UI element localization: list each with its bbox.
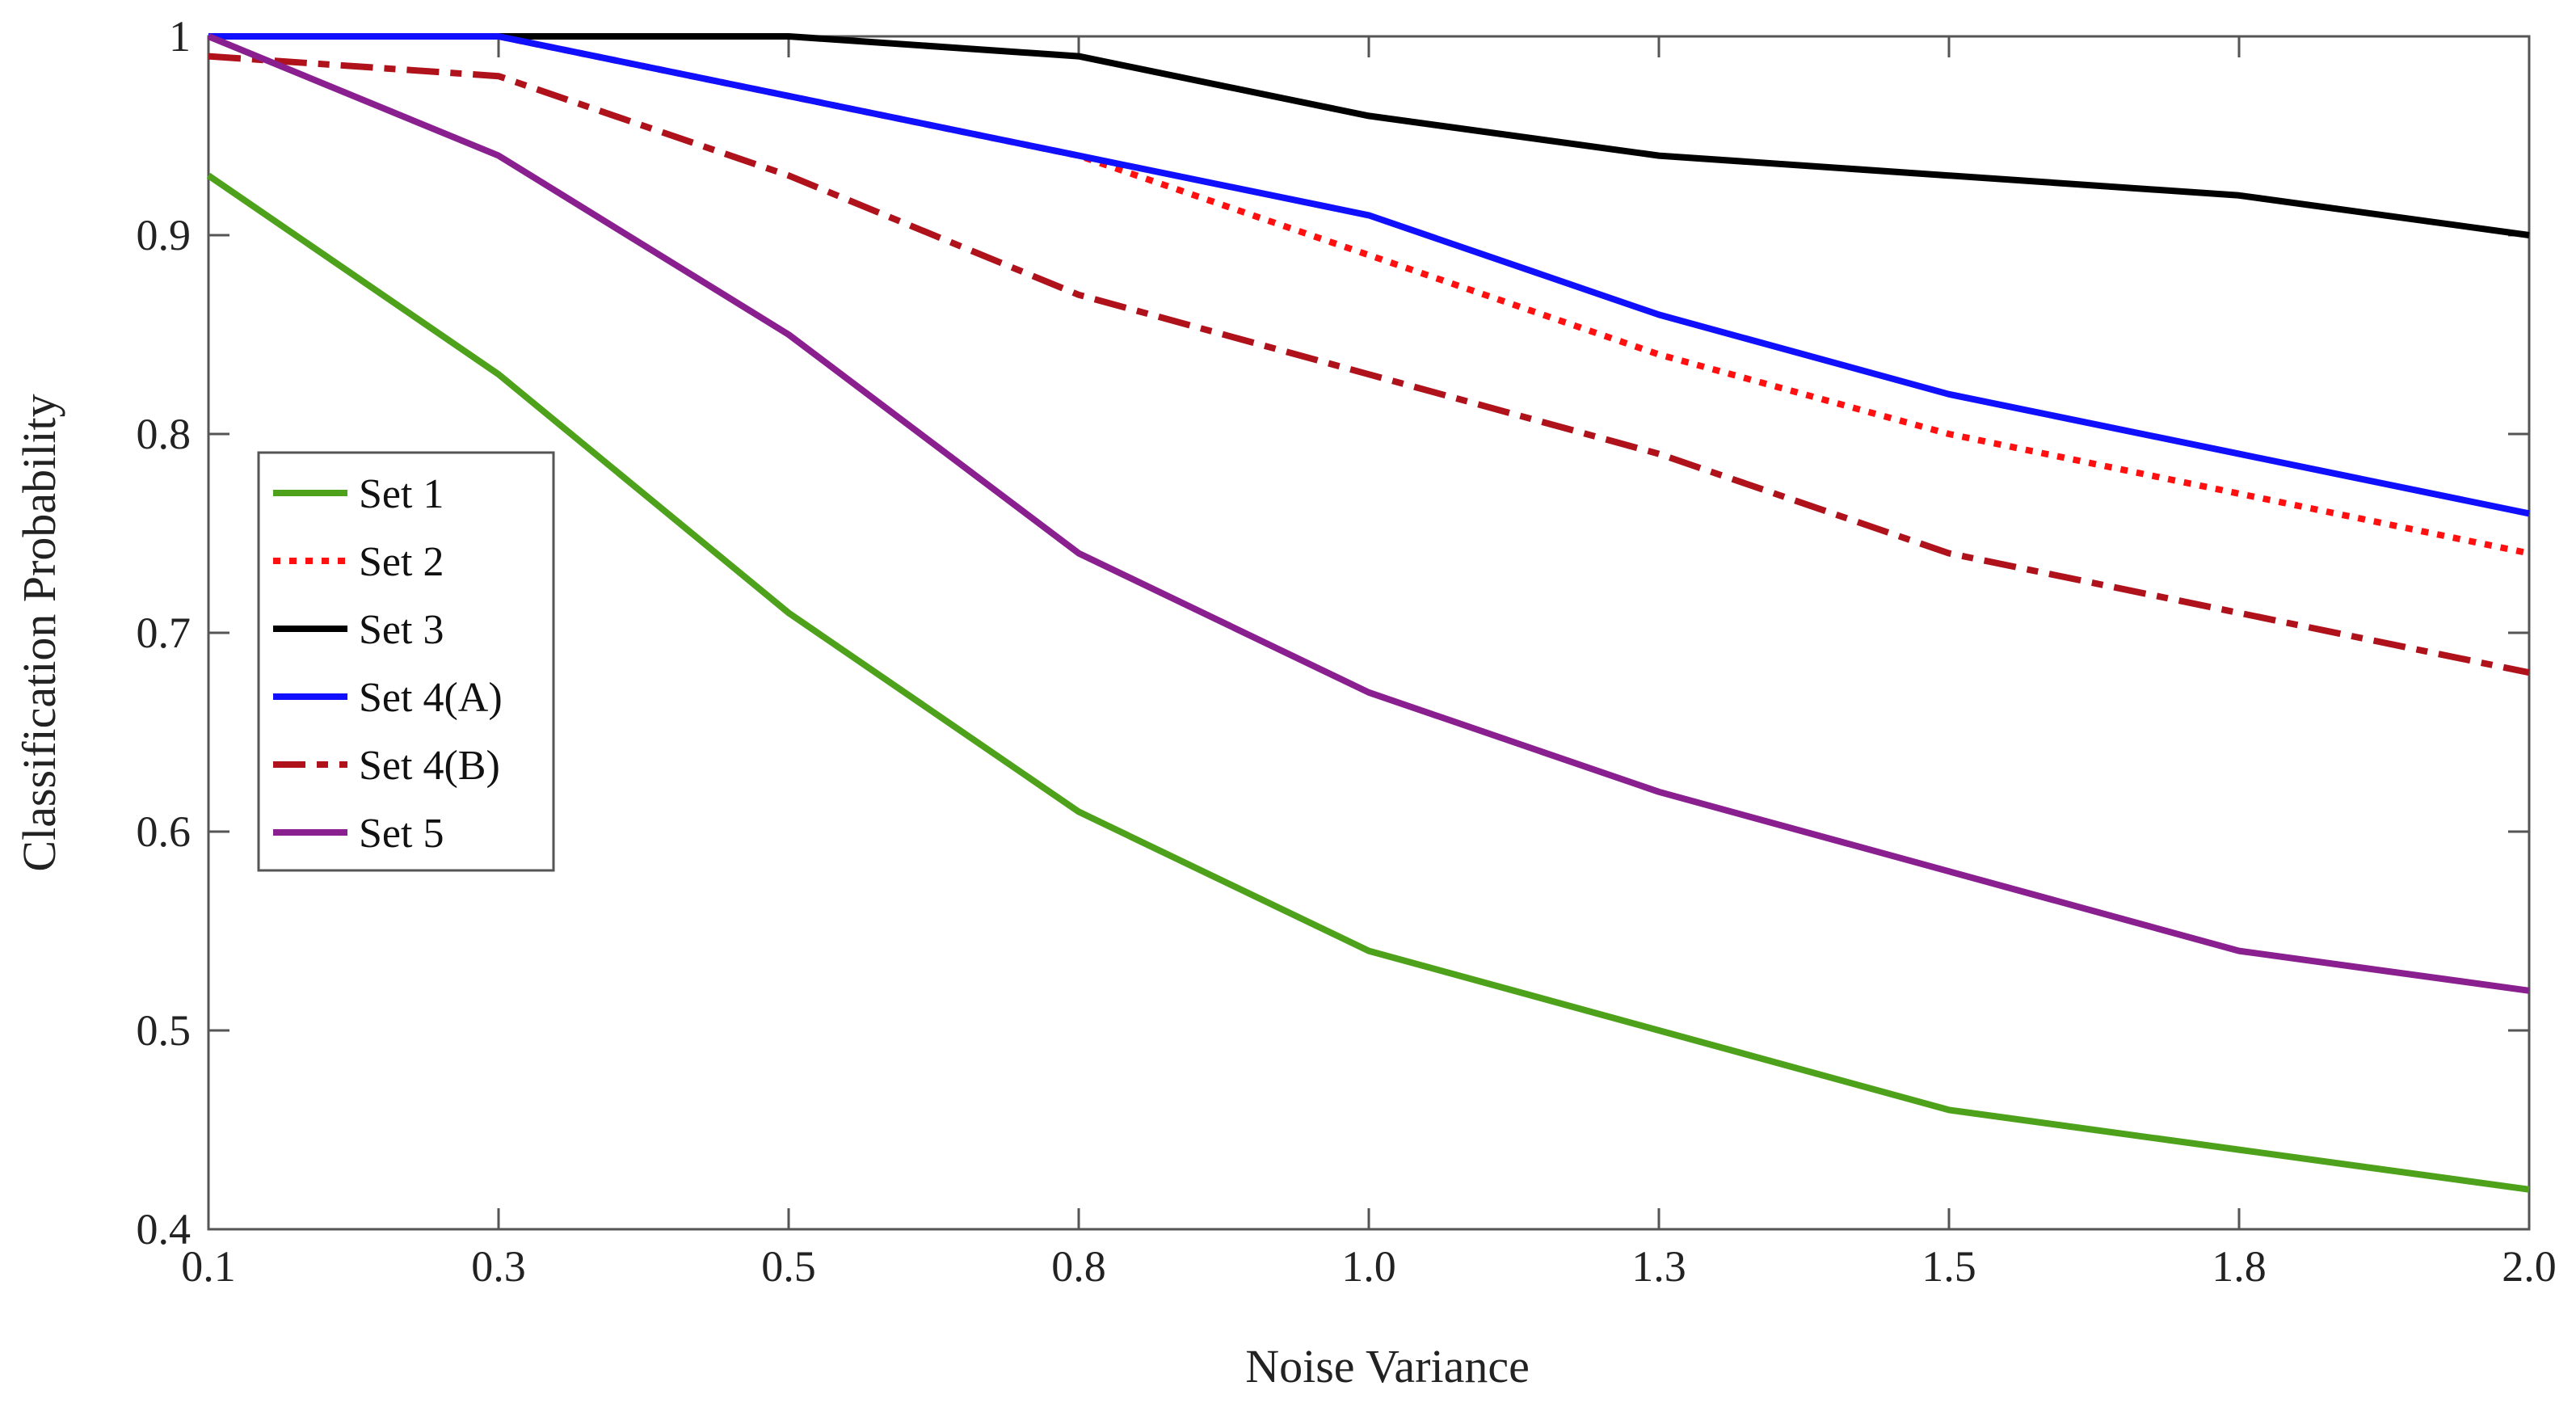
x-tick-label: 1.8 <box>2212 1242 2267 1291</box>
x-tick-label: 1.0 <box>1341 1242 1396 1291</box>
x-tick-label: 0.1 <box>181 1242 236 1291</box>
y-tick-label: 1 <box>169 12 191 61</box>
series-line-set-4-b <box>208 53 2530 676</box>
y-tick-label: 0.9 <box>137 211 192 259</box>
legend-box <box>257 451 555 872</box>
legend-label: Set 5 <box>359 811 444 857</box>
series-line-set-3 <box>208 33 2530 238</box>
x-tick-label: 2.0 <box>2502 1242 2557 1291</box>
legend-label: Set 4(A) <box>359 675 503 721</box>
legend: Set 1 Set 2 Set 3 Set 4(A) Set 4(B) Set 5 <box>257 451 555 872</box>
legend-label: Set 1 <box>359 471 444 517</box>
x-tick-label: 0.8 <box>1051 1242 1106 1291</box>
x-axis-ticks: 0.1 0.3 0.5 0.8 1.0 1.3 1.5 1.8 2.0 <box>181 36 2557 1291</box>
y-axis-title: Classification Probability <box>13 394 65 871</box>
x-tick-label: 0.3 <box>471 1242 526 1291</box>
y-tick-label: 0.8 <box>137 410 192 458</box>
series-line-set-5 <box>207 33 2530 994</box>
x-tick-label: 1.3 <box>1631 1242 1686 1291</box>
y-tick-label: 0.5 <box>137 1006 192 1055</box>
series-line-set-4-a <box>208 33 2530 517</box>
x-tick-label: 1.5 <box>1921 1242 1976 1291</box>
y-tick-label: 0.4 <box>137 1205 192 1253</box>
legend-label: Set 3 <box>359 607 444 653</box>
y-axis-ticks: 0.4 0.5 0.6 0.7 0.8 0.9 1 <box>137 12 2529 1253</box>
series-line-set-1 <box>206 172 2530 1193</box>
series-lines <box>206 33 2530 1193</box>
x-tick-label: 0.5 <box>761 1242 816 1291</box>
legend-label: Set 4(B) <box>359 743 500 789</box>
y-tick-label: 0.7 <box>137 609 192 657</box>
plot-area <box>207 35 2531 1231</box>
x-axis-title: Noise Variance <box>1245 1340 1530 1392</box>
legend-label: Set 2 <box>359 539 444 585</box>
y-tick-label: 0.6 <box>137 807 192 856</box>
